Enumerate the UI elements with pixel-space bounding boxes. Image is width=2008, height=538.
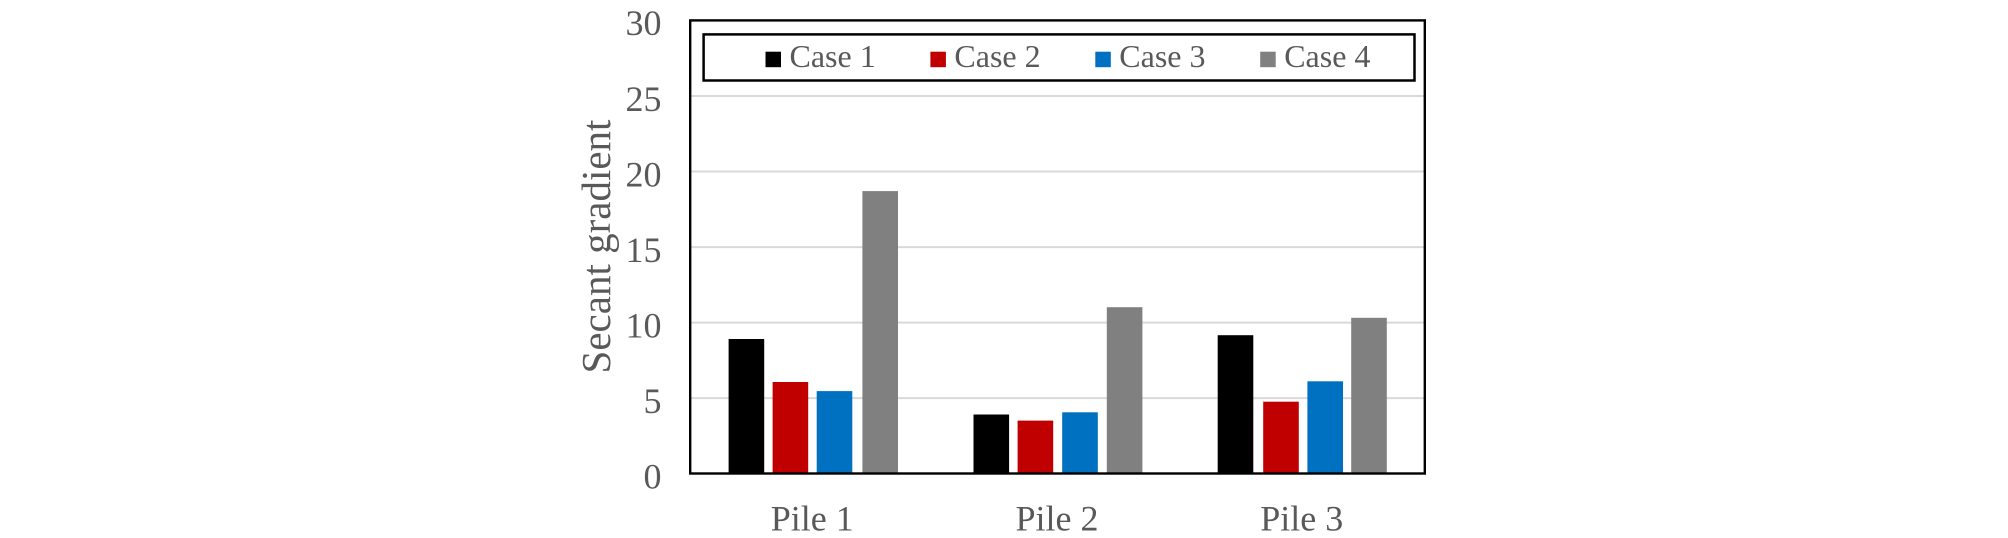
svg-text:Pile 2: Pile 2 [1015,498,1098,538]
svg-text:5: 5 [644,381,662,421]
svg-text:Case 2: Case 2 [954,38,1040,74]
svg-text:0: 0 [644,456,662,496]
svg-text:Pile 3: Pile 3 [1260,498,1343,538]
svg-text:Case 4: Case 4 [1284,38,1370,74]
svg-text:30: 30 [626,3,662,43]
svg-text:15: 15 [626,230,662,270]
svg-text:25: 25 [626,79,662,119]
svg-text:Secant gradient: Secant gradient [573,119,619,373]
svg-text:Pile 1: Pile 1 [771,498,854,538]
svg-text:10: 10 [626,305,662,345]
svg-text:20: 20 [626,154,662,194]
svg-text:Case 3: Case 3 [1119,38,1205,74]
svg-text:Case 1: Case 1 [790,38,876,74]
